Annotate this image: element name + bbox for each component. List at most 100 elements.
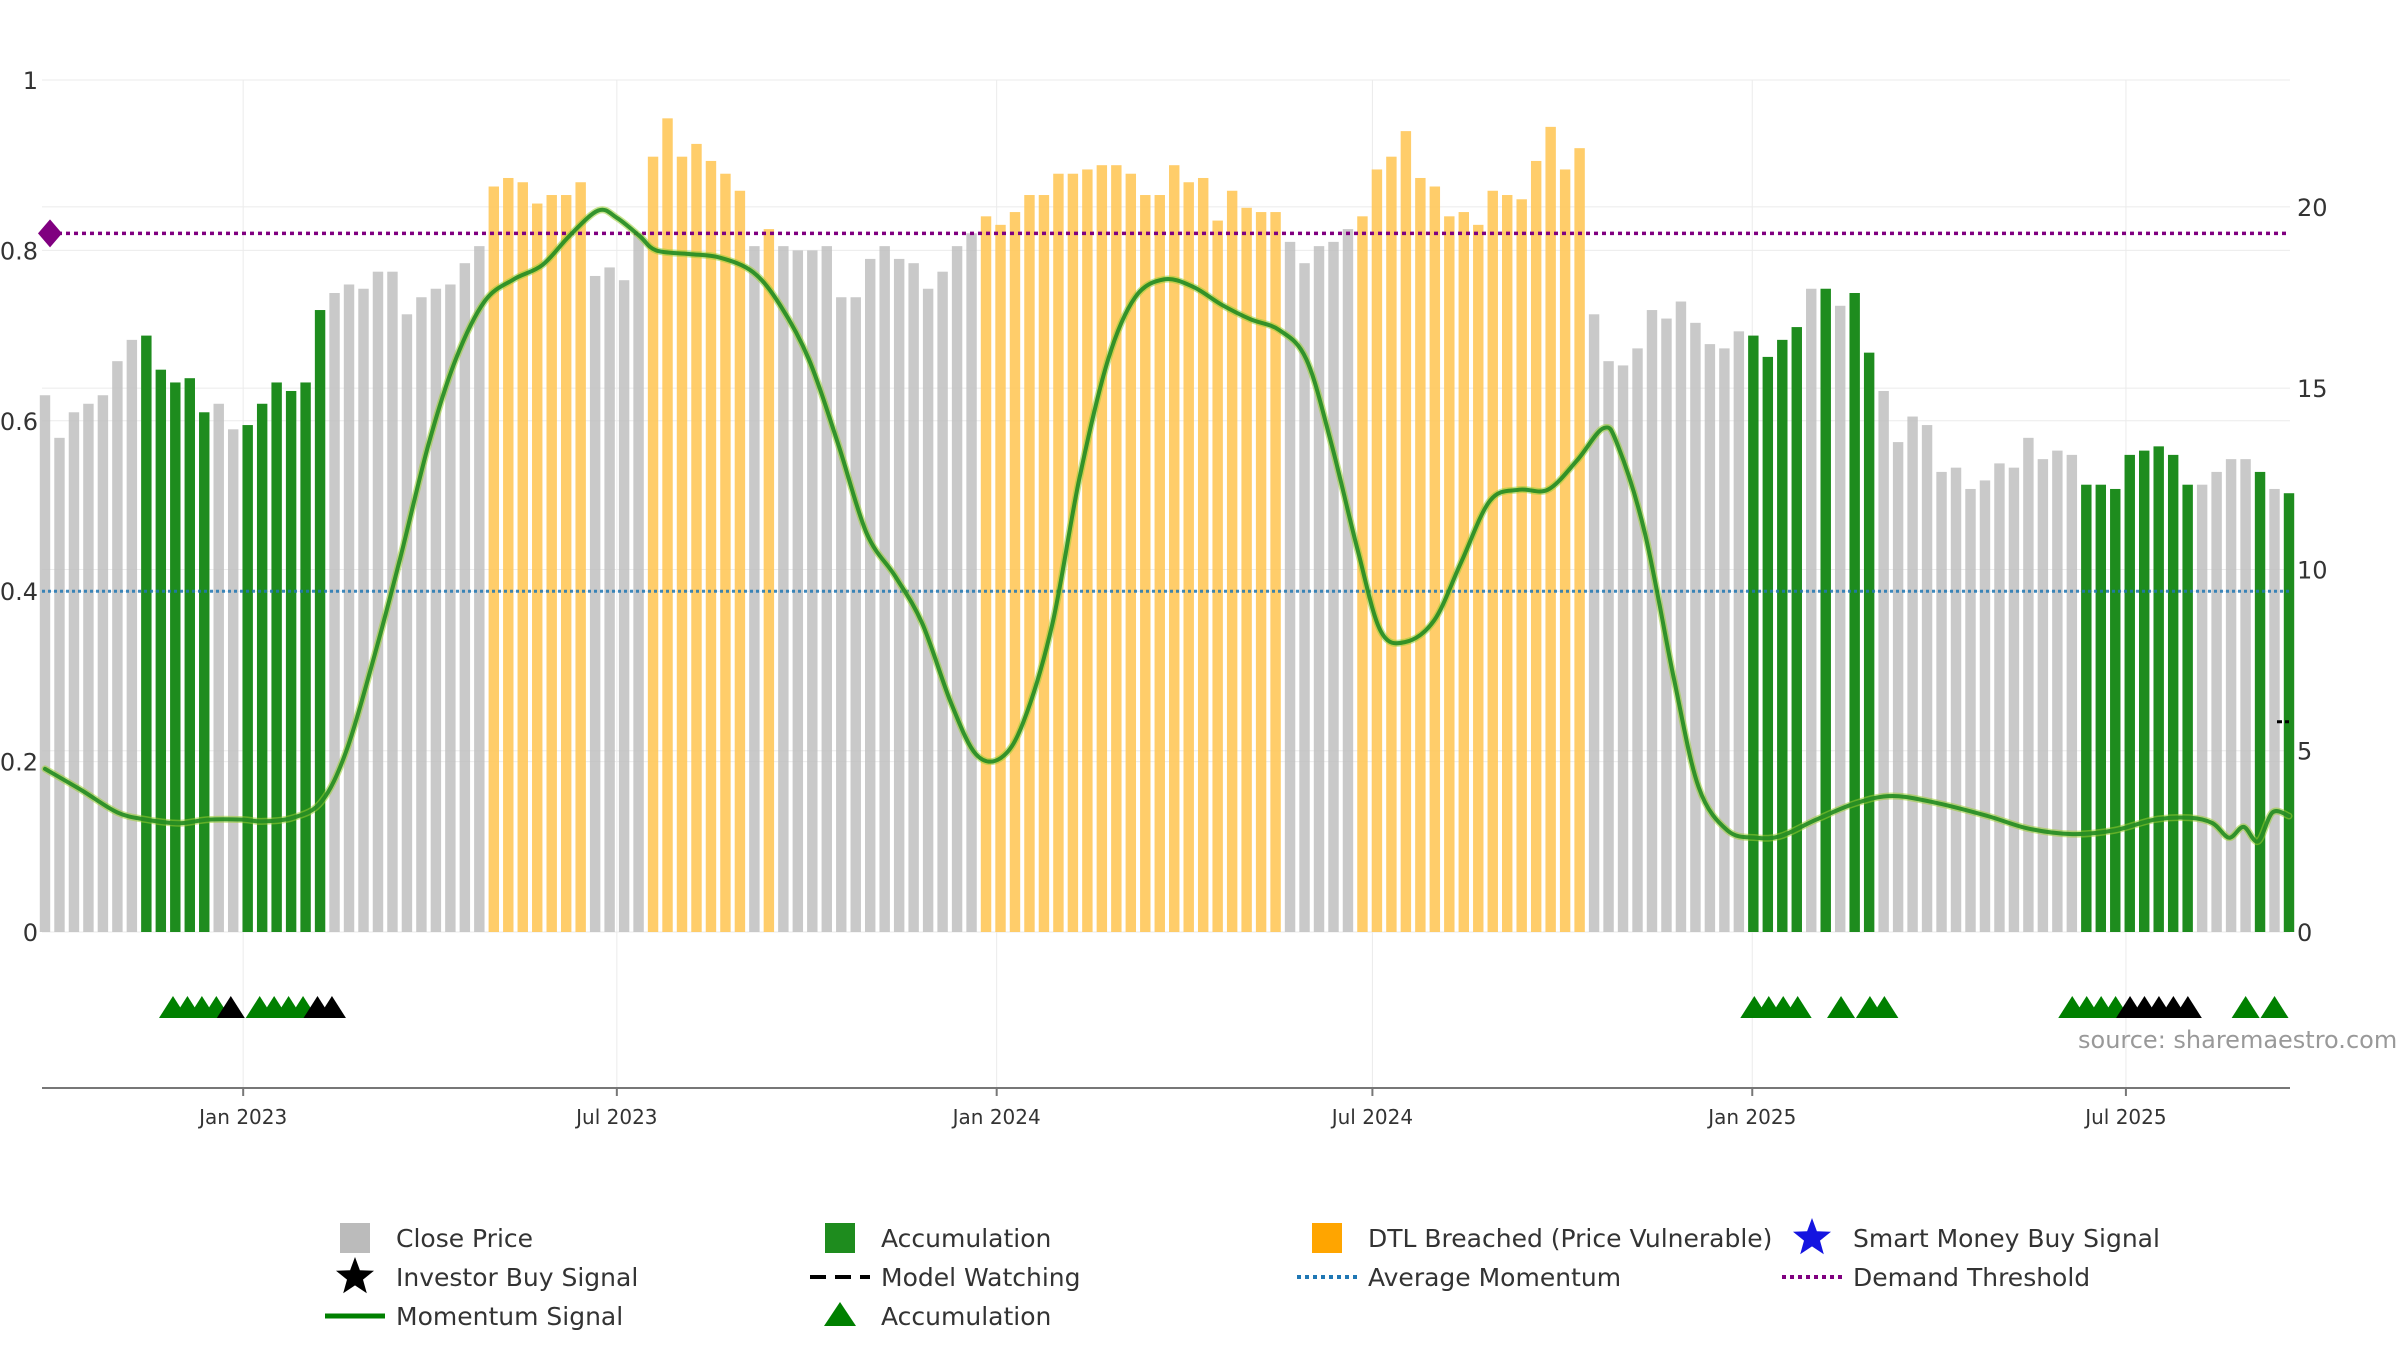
bar-close-price <box>2269 488 2280 932</box>
bar-accumulation <box>2167 454 2179 932</box>
bar-close-price <box>2225 459 2237 932</box>
bar-close-price <box>1284 241 1296 932</box>
bar-accumulation <box>2124 454 2135 932</box>
accumulation-triangle <box>2231 996 2260 1018</box>
bar-dtl-breached <box>705 160 717 932</box>
bar-close-price <box>474 246 485 932</box>
right-axis-tick-label: 20 <box>2297 194 2328 222</box>
bar-dtl-breached <box>1415 177 1426 933</box>
bar-dtl-breached <box>1154 195 1165 932</box>
bar-dtl-breached <box>734 190 746 932</box>
bar-close-price <box>1994 463 2005 932</box>
bar-accumulation <box>170 382 181 933</box>
bar-close-price <box>372 271 384 932</box>
bar-dtl-breached <box>763 229 775 933</box>
bar-accumulation <box>199 412 210 932</box>
bar-dtl-breached <box>1530 160 1542 932</box>
bar-accumulation <box>1849 293 1860 932</box>
left-axis-tick-label: 0.2 <box>0 749 38 777</box>
right-axis-tick-label: 5 <box>2297 738 2312 766</box>
bar-close-price <box>112 361 123 932</box>
bar-dtl-breached <box>1473 224 1484 933</box>
bar-close-price <box>2052 450 2063 932</box>
legend-label: Model Watching <box>881 1263 1081 1292</box>
bar-dtl-breached <box>676 156 688 932</box>
bar-dtl-breached <box>720 173 731 933</box>
bar-close-price <box>749 246 760 932</box>
bar-close-price <box>459 263 471 932</box>
bar-accumulation <box>184 378 195 932</box>
bar-accumulation <box>242 425 253 932</box>
left-axis-tick-label: 0.8 <box>0 237 38 265</box>
bar-close-price <box>850 297 861 932</box>
accumulation-triangle <box>2260 996 2289 1018</box>
bar-close-price <box>1979 480 1991 932</box>
bar-dtl-breached <box>1024 195 1035 932</box>
bar-accumulation <box>2110 488 2121 932</box>
bar-dtl-breached <box>1111 165 1122 932</box>
accumulation-triangle <box>1870 996 1899 1018</box>
bar-close-price <box>2066 454 2078 932</box>
bar-close-price <box>2211 471 2222 932</box>
bar-close-price <box>1892 442 1904 932</box>
legend-label: Smart Money Buy Signal <box>1853 1224 2160 1253</box>
bar-close-price <box>54 437 65 932</box>
bar-close-price <box>83 403 94 932</box>
bar-close-price <box>966 233 977 933</box>
bar-accumulation <box>2182 484 2193 932</box>
bar-close-price <box>2023 437 2034 932</box>
legend-marker-star <box>336 1257 374 1294</box>
bar-close-price <box>2240 459 2251 932</box>
bar-close-price <box>633 233 644 933</box>
bar-close-price <box>1834 305 1846 932</box>
bar-dtl-breached <box>1502 195 1513 932</box>
bar-dtl-breached <box>488 186 500 932</box>
bar-close-price <box>1299 263 1310 932</box>
bar-accumulation <box>271 382 282 933</box>
bar-close-price <box>778 246 789 932</box>
bar-dtl-breached <box>1386 156 1397 932</box>
bar-close-price <box>1921 425 1933 932</box>
momentum-signal-line <box>43 207 2291 844</box>
legend: Close Price Accumulation DTL Breached (Pri… <box>325 1218 2160 1331</box>
reference-lines <box>38 219 2290 593</box>
source-credit: source: sharemaestro.com <box>2078 1026 2397 1054</box>
bar-dtl-breached <box>1096 165 1108 932</box>
bar-close-price <box>879 246 890 932</box>
bar-dtl-breached <box>1053 173 1064 933</box>
bar-close-price <box>1588 314 1600 932</box>
investor-buy-triangle <box>2173 996 2202 1018</box>
right-axis-tick-label: 0 <box>2297 919 2312 947</box>
bar-close-price <box>1733 331 1745 933</box>
bar-dtl-breached <box>1559 169 1571 932</box>
bar-close-price <box>836 297 847 932</box>
bar-close-price <box>1719 348 1730 932</box>
bar-dtl-breached <box>503 177 514 933</box>
bar-dtl-breached <box>1516 199 1527 932</box>
legend-label: Average Momentum <box>1368 1263 1621 1292</box>
bar-close-price <box>1704 344 1716 932</box>
bar-close-price <box>68 412 80 932</box>
bar-dtl-breached <box>1574 148 1585 932</box>
bar-dtl-breached <box>1255 212 1267 932</box>
bar-accumulation <box>2095 484 2107 932</box>
bar-dtl-breached <box>1067 173 1079 933</box>
x-axis-tick-label: Jan 2023 <box>197 1105 287 1129</box>
bar-close-price <box>1342 229 1354 933</box>
legend-item: Model Watching <box>810 1263 1081 1292</box>
legend-item: Close Price <box>340 1223 533 1253</box>
bar-accumulation <box>155 369 167 932</box>
legend-label: Demand Threshold <box>1853 1263 2090 1292</box>
left-axis-tick-label: 0 <box>23 919 38 947</box>
accumulation-triangle <box>1827 996 1856 1018</box>
bar-close-price <box>1646 310 1658 932</box>
bar-accumulation <box>285 390 297 933</box>
demand-threshold-marker <box>38 219 62 248</box>
legend-item: Demand Threshold <box>1782 1263 2090 1292</box>
bar-series <box>39 118 2295 933</box>
bar-dtl-breached <box>546 195 557 932</box>
bar-close-price <box>1675 301 1687 932</box>
bar-dtl-breached <box>995 224 1006 933</box>
bar-accumulation <box>1820 288 1831 932</box>
